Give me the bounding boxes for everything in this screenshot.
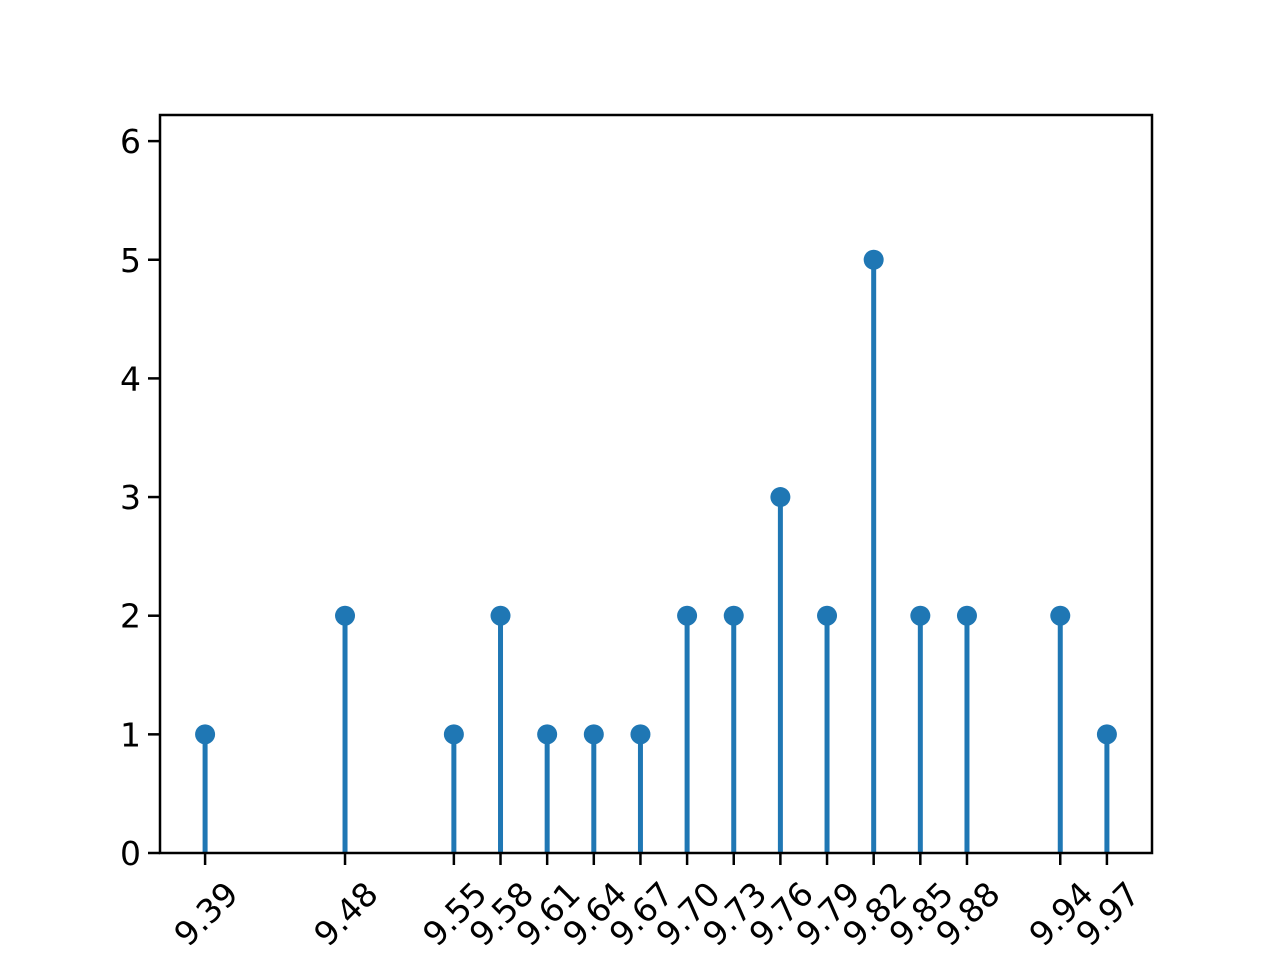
y-tick-label: 1: [120, 715, 141, 754]
stem-marker: [490, 605, 511, 626]
y-tick-label: 3: [120, 478, 141, 517]
stem-marker: [677, 605, 698, 626]
y-tick-label: 2: [120, 597, 141, 636]
y-tick-label: 6: [120, 122, 141, 161]
stem-marker: [335, 605, 356, 626]
stem-marker: [817, 605, 838, 626]
y-tick-label: 0: [120, 834, 141, 873]
stem-marker: [770, 487, 791, 508]
stem-marker: [1096, 724, 1117, 745]
stem-marker: [723, 605, 744, 626]
plot-border: [158, 113, 1154, 855]
y-tick-label: 5: [120, 241, 141, 280]
stem-marker: [956, 605, 977, 626]
stem-marker: [583, 724, 604, 745]
y-tick-label: 4: [120, 359, 141, 398]
stem-marker: [443, 724, 464, 745]
stem-marker: [630, 724, 651, 745]
stem-marker: [1050, 605, 1071, 626]
stem-marker: [910, 605, 931, 626]
stem-marker: [863, 249, 884, 270]
stem-marker: [537, 724, 558, 745]
stem-marker: [195, 724, 216, 745]
